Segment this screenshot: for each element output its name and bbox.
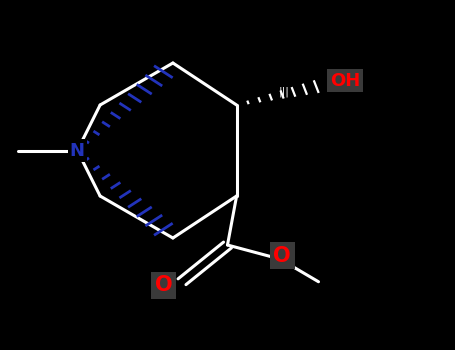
Text: O: O <box>273 245 291 266</box>
Text: N: N <box>70 141 85 160</box>
Text: O: O <box>155 275 172 295</box>
Text: OH: OH <box>330 71 360 90</box>
Text: |||: ||| <box>279 86 290 97</box>
